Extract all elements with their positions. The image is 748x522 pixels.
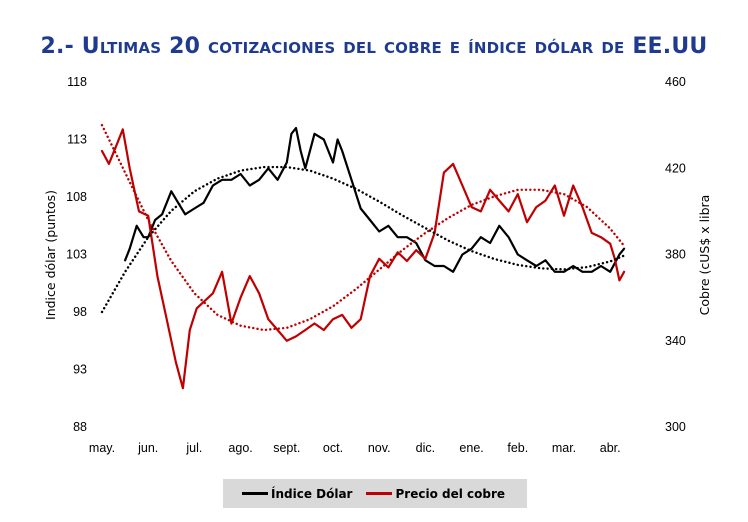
x-tick-label: nov. [368, 441, 391, 455]
left-tick-label: 88 [73, 420, 87, 434]
x-tick-label: ago. [228, 441, 252, 455]
right-tick-label: 420 [665, 161, 686, 175]
x-tick-label: abr. [600, 441, 621, 455]
legend-swatch-copper [366, 492, 393, 495]
series-layer [100, 123, 626, 390]
left-axis-ticks: 88 93 98 103 108 113 118 [66, 75, 87, 434]
right-tick-label: 460 [665, 75, 686, 89]
x-tick-label: dic. [416, 441, 435, 455]
right-axis-ticks: 300 340 380 420 460 [665, 75, 686, 434]
legend-item-dollar: Índice Dólar [242, 487, 352, 501]
x-tick-label: ene. [459, 441, 483, 455]
right-tick-label: 300 [665, 420, 686, 434]
x-axis-ticks: may. jun. jul. ago. sept. oct. nov. dic. ene. feb… [89, 441, 621, 455]
legend-item-copper: Precio del cobre [366, 487, 505, 501]
left-tick-label: 108 [66, 190, 87, 204]
copper-price-line [100, 128, 626, 390]
left-tick-label: 113 [67, 133, 87, 147]
left-tick-label: 98 [73, 305, 87, 319]
left-tick-label: 118 [67, 75, 87, 89]
legend-label-dollar: Índice Dólar [271, 486, 353, 501]
x-tick-label: oct. [323, 441, 343, 455]
right-axis-label: Cobre (cUS$ x libra [697, 195, 712, 316]
dollar-trend-line [100, 165, 626, 314]
chart-legend: Índice Dólar Precio del cobre [223, 479, 527, 508]
x-tick-label: mar. [552, 441, 576, 455]
x-tick-label: may. [89, 441, 115, 455]
chart-title: 2.- Ultimas 20 cotizaciones del cobre e … [40, 34, 708, 59]
x-tick-label: sept. [273, 441, 300, 455]
legend-swatch-dollar [242, 492, 268, 495]
left-axis-label: Indice dólar (puntos) [43, 190, 58, 320]
left-tick-label: 93 [73, 363, 87, 377]
right-tick-label: 380 [665, 248, 686, 262]
left-tick-label: 103 [66, 248, 87, 262]
right-tick-label: 340 [665, 334, 686, 348]
legend-label-copper: Precio del cobre [395, 486, 506, 501]
x-tick-label: jun. [137, 441, 158, 455]
x-tick-label: jul. [185, 441, 202, 455]
x-tick-label: feb. [507, 441, 528, 455]
copper-trend-line [100, 123, 626, 332]
dollar-index-line [123, 126, 626, 273]
